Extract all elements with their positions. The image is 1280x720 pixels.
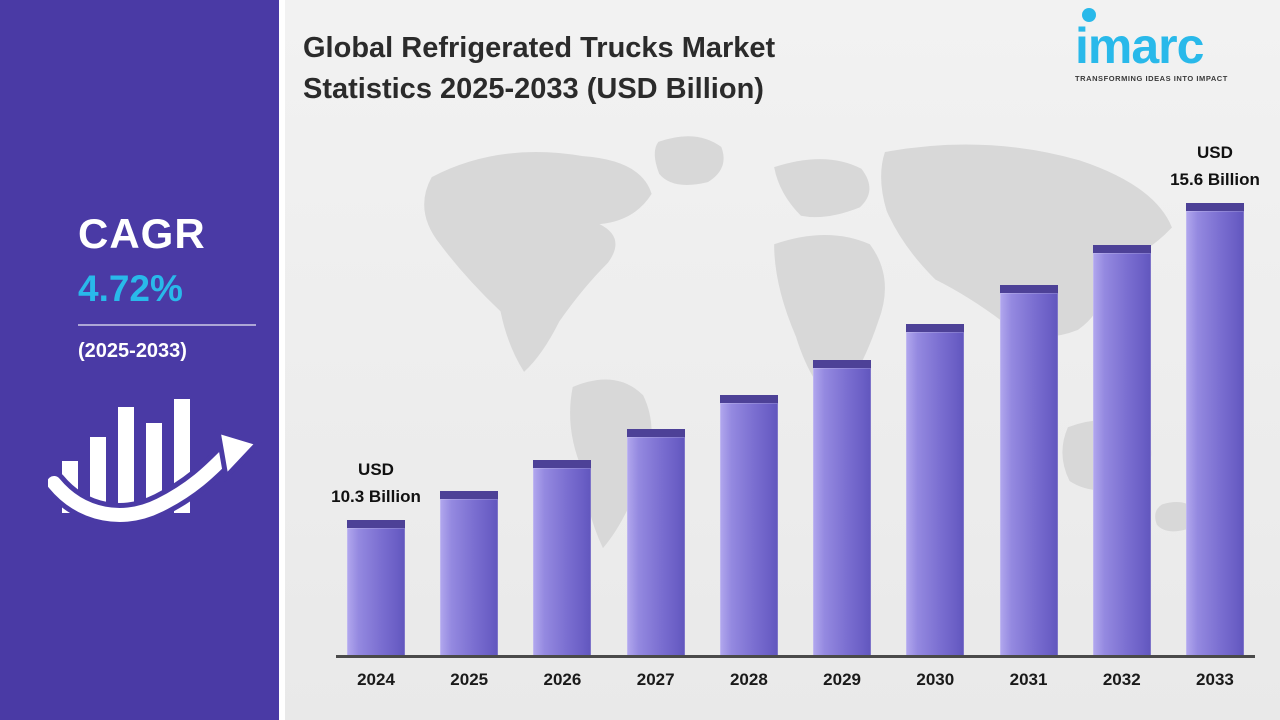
x-axis-label-2028: 2028 [730, 658, 768, 702]
x-axis-label-2029: 2029 [823, 658, 861, 702]
x-axis-label-2027: 2027 [637, 658, 675, 702]
bar-2030 [906, 324, 964, 658]
x-axis-label-2032: 2032 [1103, 658, 1141, 702]
bar-column-2030: 2030 [903, 132, 967, 702]
x-axis-label-2030: 2030 [916, 658, 954, 702]
bar-column-2027: 2027 [624, 132, 688, 702]
cagr-value: 4.72% [78, 268, 279, 310]
cagr-block: CAGR 4.72% (2025-2033) [0, 210, 279, 363]
bar-2028 [720, 395, 778, 658]
bar-2033 [1186, 203, 1244, 658]
bar-2031 [1000, 285, 1058, 658]
cagr-label: CAGR [78, 210, 279, 258]
bar-2027 [627, 429, 685, 658]
bar-2025 [440, 491, 498, 658]
title-line-2: Statistics 2025-2033 (USD Billion) [303, 73, 764, 105]
bar-chart: 2024USD10.3 Billion 2025 2026 2027 2028 2029 2… [336, 132, 1255, 702]
bar-column-2024: 2024USD10.3 Billion [344, 132, 408, 702]
x-axis-label-2033: 2033 [1196, 658, 1234, 702]
x-axis-label-2024: 2024 [357, 658, 395, 702]
bar-column-2028: 2028 [717, 132, 781, 702]
bars-container: 2024USD10.3 Billion 2025 2026 2027 2028 2029 2… [336, 132, 1255, 702]
bar-2026 [533, 460, 591, 658]
growth-chart-icon [48, 365, 263, 530]
infographic-page: CAGR 4.72% (2025-2033) Global Refrige [0, 0, 1280, 720]
bar-value-label-2033: USD15.6 Billion [1170, 140, 1260, 193]
divider [78, 324, 256, 326]
page-title: Global Refrigerated Trucks Market Statis… [303, 28, 963, 109]
cagr-panel: CAGR 4.72% (2025-2033) [0, 0, 285, 720]
main-chart-area: Global Refrigerated Trucks Market Statis… [291, 0, 1280, 720]
bar-column-2031: 2031 [997, 132, 1061, 702]
x-axis-label-2031: 2031 [1010, 658, 1048, 702]
cagr-period: (2025-2033) [78, 340, 279, 363]
logo-brand: imarc [1075, 24, 1250, 69]
imarc-logo: imarc TRANSFORMING IDEAS INTO IMPACT [1075, 8, 1250, 83]
bar-value-label-2024: USD10.3 Billion [331, 457, 421, 510]
x-axis-label-2025: 2025 [450, 658, 488, 702]
title-line-1: Global Refrigerated Trucks Market [303, 32, 775, 64]
x-axis-line [336, 655, 1255, 658]
bar-column-2033: 2033USD15.6 Billion [1183, 132, 1247, 702]
bar-column-2032: 2032 [1090, 132, 1154, 702]
bar-column-2029: 2029 [810, 132, 874, 702]
x-axis-label-2026: 2026 [544, 658, 582, 702]
logo-tagline: TRANSFORMING IDEAS INTO IMPACT [1075, 74, 1250, 83]
bar-column-2026: 2026 [530, 132, 594, 702]
bar-2032 [1093, 245, 1151, 658]
bar-2029 [813, 360, 871, 658]
bar-column-2025: 2025 [437, 132, 501, 702]
bar-2024 [347, 520, 405, 658]
